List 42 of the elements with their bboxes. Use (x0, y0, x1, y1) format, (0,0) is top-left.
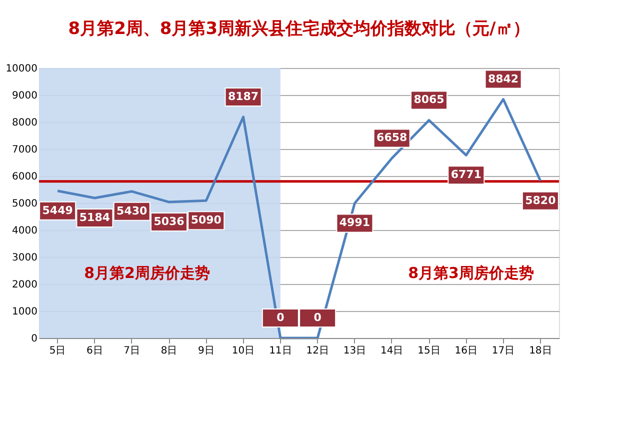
data-label: 8065 (414, 93, 444, 106)
y-tick-label: 0 (31, 334, 38, 344)
x-tick-label: 7日 (124, 346, 140, 356)
data-label: 5449 (42, 204, 73, 217)
annotation: 8月第3周房价走势 (408, 264, 534, 282)
x-tick-label: 9日 (198, 346, 214, 356)
x-tick-label: 12日 (306, 346, 329, 356)
y-tick-label: 6000 (12, 172, 38, 182)
data-label: 4991 (339, 216, 370, 230)
data-label: 5036 (154, 215, 185, 228)
y-tick-label: 9000 (12, 90, 38, 102)
x-tick-label: 14日 (380, 346, 404, 356)
x-tick-label: 15日 (418, 346, 440, 356)
data-label: 0 (314, 311, 322, 324)
y-tick-label: 3000 (12, 252, 38, 264)
y-tick-label: 1000 (12, 306, 38, 318)
y-tick-label: 4000 (12, 226, 38, 236)
data-label: 5430 (116, 204, 148, 218)
data-label: 8187 (228, 90, 259, 103)
x-tick-label: 16日 (454, 346, 478, 356)
x-tick-label: 6日 (86, 346, 103, 356)
x-tick-label: 17日 (492, 346, 515, 356)
data-label: 6658 (376, 131, 408, 144)
y-tick-label: 2000 (12, 280, 38, 290)
data-label: 5090 (190, 214, 222, 227)
chart-title: 8月第2周、8月第3周新兴县住宅成交均价指数对比（元/㎡） (68, 19, 530, 39)
x-tick-label: 5日 (49, 346, 66, 356)
annotation: 8月第2周房价走势 (84, 264, 210, 282)
data-label: 6771 (450, 168, 482, 182)
x-tick-label: 11日 (269, 346, 292, 356)
y-tick-label: 5000 (12, 198, 38, 210)
y-tick-label: 8000 (12, 118, 38, 128)
y-tick-label: 7000 (12, 144, 38, 156)
x-tick-label: 18日 (529, 346, 552, 356)
data-label: 0 (276, 311, 285, 324)
x-tick-label: 10日 (232, 346, 255, 356)
data-label: 5820 (525, 194, 556, 207)
y-tick-label: 10000 (6, 64, 38, 74)
x-tick-label: 8日 (160, 346, 178, 356)
x-tick-label: 13日 (343, 346, 366, 356)
data-label: 8842 (488, 72, 519, 86)
data-label: 5184 (79, 211, 110, 224)
